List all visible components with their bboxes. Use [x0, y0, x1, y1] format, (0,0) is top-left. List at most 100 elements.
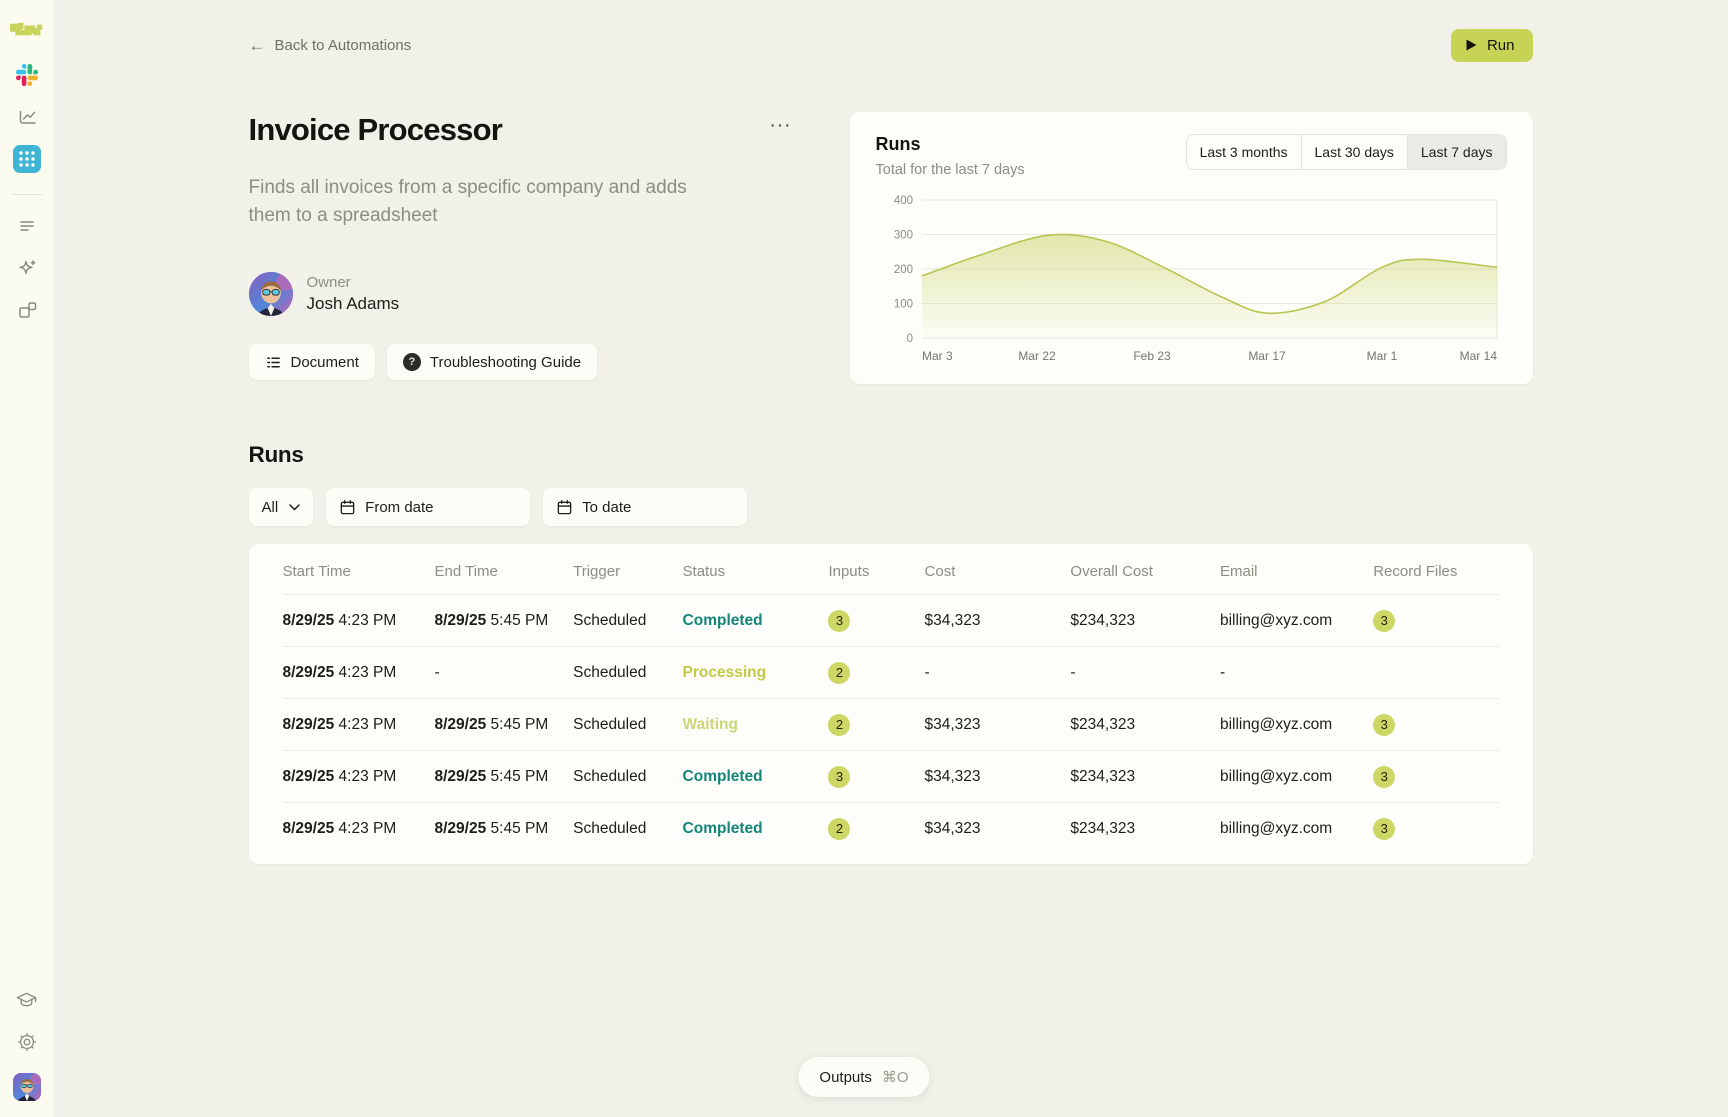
help-circle-icon: ?: [403, 353, 421, 371]
svg-text:Feb 23: Feb 23: [1133, 349, 1171, 363]
to-date-input[interactable]: To date: [543, 488, 747, 526]
runs-chart-card: Runs Total for the last 7 days Last 3 mo…: [850, 112, 1533, 384]
cell-status: Processing: [683, 664, 829, 682]
inputs-count-badge: 3: [828, 610, 850, 632]
col-overall-cost: Overall Cost: [1070, 563, 1220, 580]
range-last-7-days[interactable]: Last 7 days: [1407, 135, 1506, 169]
cell-start-time: 8/29/25 4:23 PM: [283, 768, 435, 786]
svg-text:300: 300: [893, 230, 912, 242]
calendar-icon: [339, 499, 356, 516]
table-header-row: Start Time End Time Trigger Status Input…: [283, 548, 1499, 594]
line-chart-icon: [16, 106, 38, 128]
troubleshooting-guide-label: Troubleshooting Guide: [430, 354, 581, 371]
range-last-30-days[interactable]: Last 30 days: [1301, 135, 1407, 169]
table-row[interactable]: 8/29/25 4:23 PM8/29/25 5:45 PMScheduledC…: [283, 750, 1499, 802]
inputs-count-badge: 2: [828, 662, 850, 684]
app-logo[interactable]: [10, 12, 44, 46]
record-files-badge: 3: [1373, 818, 1395, 840]
dots-grid-icon: [13, 145, 41, 173]
runs-filters: All From date To date: [249, 488, 1533, 526]
cell-inputs: 3: [828, 610, 924, 632]
sidebar-divider: [12, 194, 42, 195]
runs-section-title: Runs: [249, 442, 1533, 468]
sidebar-item-ai[interactable]: [10, 251, 44, 285]
automation-summary: Invoice Processor ··· Finds all invoices…: [249, 112, 794, 384]
cell-inputs: 2: [828, 662, 924, 684]
range-segmented-control: Last 3 months Last 30 days Last 7 days: [1186, 134, 1507, 170]
inputs-count-badge: 3: [828, 766, 850, 788]
col-email: Email: [1220, 563, 1373, 580]
cell-cost: $34,323: [925, 820, 1071, 838]
svg-text:Mar 22: Mar 22: [1018, 349, 1056, 363]
svg-text:100: 100: [893, 299, 912, 311]
blocks-icon: [16, 299, 38, 321]
cell-trigger: Scheduled: [573, 716, 682, 734]
document-label: Document: [291, 354, 359, 371]
calendar-icon: [556, 499, 573, 516]
sidebar-item-logs[interactable]: [10, 209, 44, 243]
cell-email: -: [1220, 664, 1373, 682]
sidebar-item-learn[interactable]: [10, 983, 44, 1017]
cell-overall-cost: -: [1070, 664, 1220, 682]
cell-trigger: Scheduled: [573, 664, 682, 682]
cell-status: Completed: [683, 820, 829, 838]
cell-start-time: 8/29/25 4:23 PM: [283, 664, 435, 682]
cell-start-time: 8/29/25 4:23 PM: [283, 612, 435, 630]
record-files-badge: 3: [1373, 766, 1395, 788]
runs-table-body: 8/29/25 4:23 PM8/29/25 5:45 PMScheduledC…: [283, 594, 1499, 854]
col-end-time: End Time: [435, 563, 574, 580]
cell-inputs: 2: [828, 714, 924, 736]
cell-status: Completed: [683, 768, 829, 786]
record-files-badge: 3: [1373, 610, 1395, 632]
automation-description: Finds all invoices from a specific compa…: [249, 174, 699, 230]
back-arrow-icon: ←: [249, 37, 266, 54]
back-link[interactable]: ← Back to Automations: [249, 37, 412, 54]
cell-end-time: 8/29/25 5:45 PM: [435, 768, 574, 786]
graduation-cap-icon: [15, 989, 38, 1012]
sidebar-item-apps-active[interactable]: [10, 142, 44, 176]
table-row[interactable]: 8/29/25 4:23 PM8/29/25 5:45 PMScheduledW…: [283, 698, 1499, 750]
status-filter-value: All: [262, 499, 279, 516]
runs-area-chart: 0100200300400Mar 3Mar 22Feb 23Mar 17Mar …: [876, 190, 1507, 368]
sidebar-item-settings[interactable]: [10, 1025, 44, 1059]
sidebar-item-blocks[interactable]: [10, 293, 44, 327]
sidebar-item-analytics[interactable]: [10, 100, 44, 134]
owner-name: Josh Adams: [307, 294, 400, 314]
document-button[interactable]: Document: [249, 344, 375, 380]
table-row[interactable]: 8/29/25 4:23 PM8/29/25 5:45 PMScheduledC…: [283, 594, 1499, 646]
outputs-button[interactable]: Outputs ⌘O: [798, 1057, 929, 1097]
slack-icon: [16, 64, 38, 86]
col-trigger: Trigger: [573, 563, 682, 580]
more-options-button[interactable]: ···: [768, 112, 794, 139]
inputs-count-badge: 2: [828, 818, 850, 840]
run-button[interactable]: Run: [1451, 29, 1533, 62]
page-title: Invoice Processor: [249, 112, 502, 148]
owner-row: Owner Josh Adams: [249, 272, 794, 316]
cell-record-files: 3: [1373, 766, 1498, 788]
troubleshooting-guide-button[interactable]: ? Troubleshooting Guide: [387, 344, 597, 380]
outputs-label: Outputs: [819, 1069, 872, 1086]
range-last-3-months[interactable]: Last 3 months: [1187, 135, 1301, 169]
sidebar: [0, 0, 53, 1117]
main-content: ← Back to Automations Run Invoice Proces…: [53, 0, 1728, 1117]
status-filter-dropdown[interactable]: All: [249, 488, 314, 526]
sidebar-item-slack[interactable]: [10, 58, 44, 92]
svg-text:Mar 1: Mar 1: [1366, 349, 1397, 363]
table-row[interactable]: 8/29/25 4:23 PM-ScheduledProcessing2---: [283, 646, 1499, 698]
pixel-logo-icon: [10, 22, 44, 37]
table-row[interactable]: 8/29/25 4:23 PM8/29/25 5:45 PMScheduledC…: [283, 802, 1499, 854]
cell-start-time: 8/29/25 4:23 PM: [283, 820, 435, 838]
cell-trigger: Scheduled: [573, 612, 682, 630]
cell-inputs: 3: [828, 766, 924, 788]
col-inputs: Inputs: [828, 563, 924, 580]
from-date-input[interactable]: From date: [326, 488, 530, 526]
document-list-icon: [265, 354, 282, 371]
cell-overall-cost: $234,323: [1070, 768, 1220, 786]
svg-text:200: 200: [893, 264, 912, 276]
rows-icon: [16, 215, 38, 237]
col-cost: Cost: [925, 563, 1071, 580]
svg-text:Mar 17: Mar 17: [1248, 349, 1286, 363]
cell-cost: $34,323: [925, 768, 1071, 786]
user-avatar[interactable]: [13, 1073, 41, 1101]
cell-start-time: 8/29/25 4:23 PM: [283, 716, 435, 734]
